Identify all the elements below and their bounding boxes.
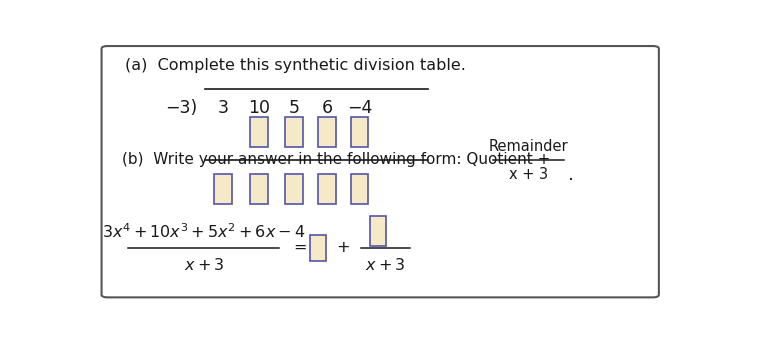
Text: .: .	[568, 165, 574, 184]
Text: $x + 3$: $x + 3$	[365, 257, 405, 273]
FancyBboxPatch shape	[350, 174, 368, 204]
FancyBboxPatch shape	[214, 174, 232, 204]
FancyBboxPatch shape	[318, 174, 336, 204]
Text: Remainder: Remainder	[489, 139, 568, 154]
Text: 3: 3	[217, 99, 229, 117]
FancyBboxPatch shape	[285, 174, 303, 204]
Text: 6: 6	[321, 99, 333, 117]
FancyBboxPatch shape	[102, 46, 659, 298]
Text: −4: −4	[347, 99, 372, 117]
FancyBboxPatch shape	[249, 117, 268, 148]
Text: 10: 10	[248, 99, 270, 117]
Text: (b)  Write your answer in the following form: Quotient +: (b) Write your answer in the following f…	[122, 152, 551, 167]
FancyBboxPatch shape	[310, 235, 326, 261]
FancyBboxPatch shape	[249, 174, 268, 204]
FancyBboxPatch shape	[285, 117, 303, 148]
Text: $x + 3$: $x + 3$	[184, 257, 224, 273]
Text: =: =	[294, 240, 307, 255]
Text: +: +	[337, 240, 350, 255]
Text: x + 3: x + 3	[509, 167, 548, 182]
Text: $3x^4 + 10x^3 + 5x^2 + 6x - 4$: $3x^4 + 10x^3 + 5x^2 + 6x - 4$	[103, 223, 306, 241]
FancyBboxPatch shape	[350, 117, 368, 148]
Text: 5: 5	[288, 99, 300, 117]
Text: −3): −3)	[165, 99, 197, 117]
FancyBboxPatch shape	[369, 216, 386, 246]
Text: (a)  Complete this synthetic division table.: (a) Complete this synthetic division tab…	[125, 58, 466, 73]
FancyBboxPatch shape	[318, 117, 336, 148]
